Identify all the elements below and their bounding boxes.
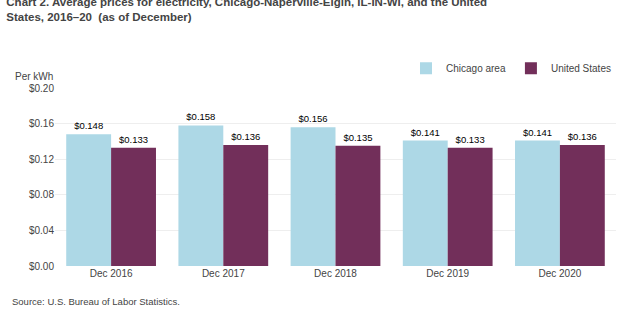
svg-text:$0.133: $0.133 xyxy=(456,134,485,145)
svg-text:$0.135: $0.135 xyxy=(343,132,372,143)
svg-text:$0.16: $0.16 xyxy=(29,118,54,129)
svg-text:$0.20: $0.20 xyxy=(29,83,54,94)
svg-text:$0.12: $0.12 xyxy=(29,154,54,165)
svg-text:$0.133: $0.133 xyxy=(119,134,148,145)
svg-text:Per kWh: Per kWh xyxy=(15,71,53,82)
svg-text:Chart 2. Average prices for el: Chart 2. Average prices for electricity,… xyxy=(6,0,487,23)
svg-text:Dec 2016: Dec 2016 xyxy=(90,268,133,279)
svg-text:$0.141: $0.141 xyxy=(411,127,440,138)
svg-text:$0.04: $0.04 xyxy=(29,225,54,236)
svg-text:Chicago area: Chicago area xyxy=(446,63,506,74)
svg-text:Dec 2019: Dec 2019 xyxy=(426,268,469,279)
svg-text:Dec 2020: Dec 2020 xyxy=(538,268,581,279)
svg-text:$0.08: $0.08 xyxy=(29,189,54,200)
svg-text:Dec 2017: Dec 2017 xyxy=(202,268,245,279)
svg-text:Source: U.S. Bureau of Labor S: Source: U.S. Bureau of Labor Statistics. xyxy=(12,296,180,307)
svg-text:$0.156: $0.156 xyxy=(299,113,328,124)
svg-text:$0.141: $0.141 xyxy=(523,127,552,138)
svg-text:$0.158: $0.158 xyxy=(186,111,215,122)
svg-text:Dec 2018: Dec 2018 xyxy=(314,268,357,279)
svg-text:$0.148: $0.148 xyxy=(74,120,103,131)
svg-text:$0.00: $0.00 xyxy=(29,261,54,272)
svg-text:$0.136: $0.136 xyxy=(568,131,597,142)
svg-text:$0.136: $0.136 xyxy=(231,131,260,142)
svg-text:United States: United States xyxy=(551,63,611,74)
